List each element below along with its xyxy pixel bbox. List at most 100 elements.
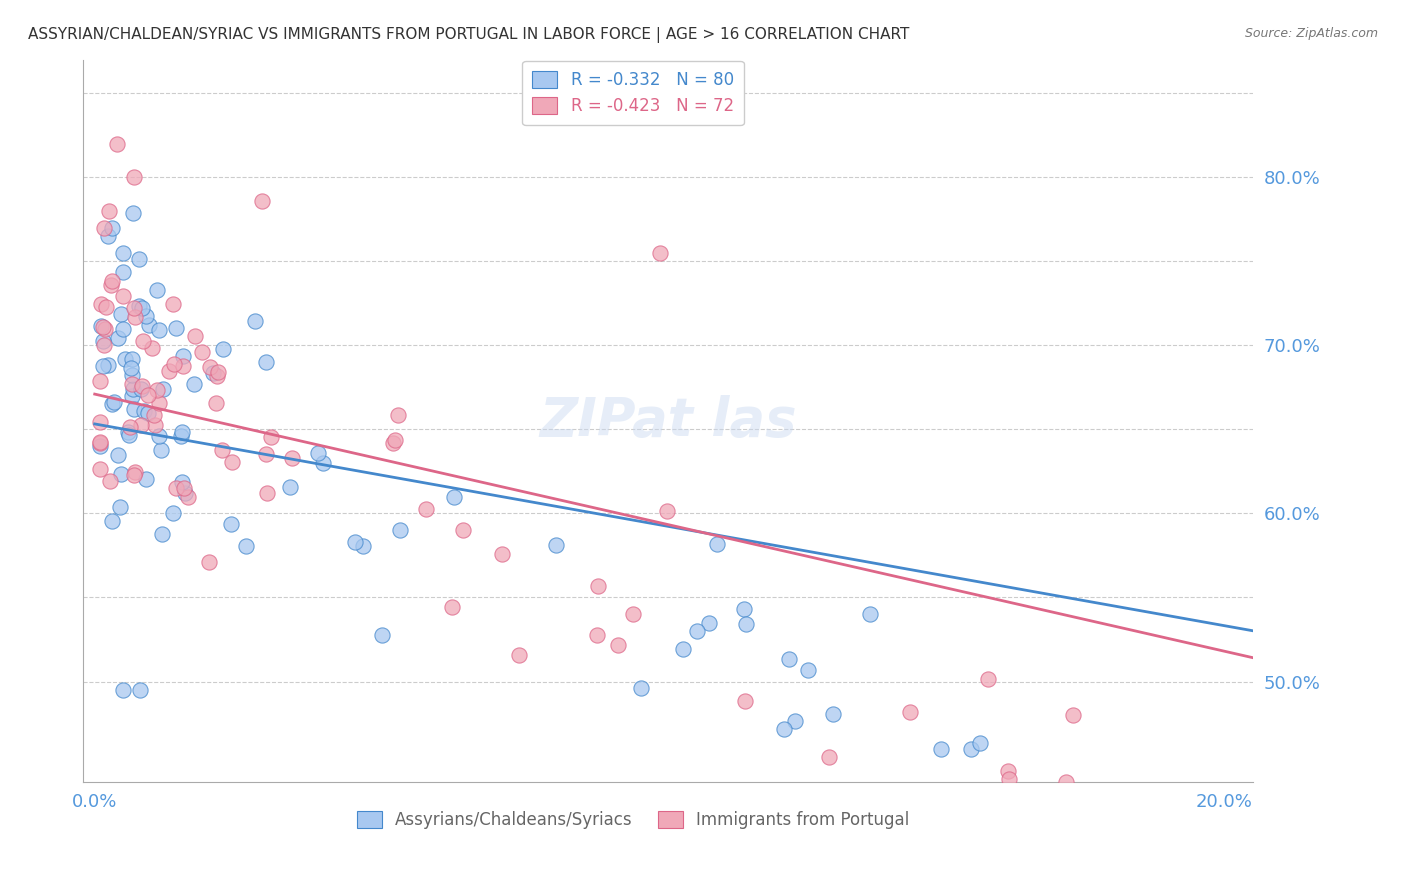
Point xyxy=(162,507,184,521)
Point xyxy=(312,456,335,470)
Point xyxy=(998,772,1021,786)
Point xyxy=(307,446,329,460)
Point xyxy=(135,472,157,486)
Point xyxy=(648,246,671,260)
Point xyxy=(343,535,366,549)
Point xyxy=(89,439,111,453)
Point xyxy=(254,355,277,369)
Point xyxy=(122,467,145,482)
Point xyxy=(101,397,124,411)
Point xyxy=(173,481,195,495)
Point xyxy=(89,462,111,476)
Point xyxy=(212,342,235,356)
Point xyxy=(184,329,207,343)
Point xyxy=(128,299,150,313)
Point xyxy=(100,278,122,293)
Point xyxy=(191,344,214,359)
Point xyxy=(157,364,180,378)
Point xyxy=(387,408,409,422)
Point xyxy=(150,442,173,457)
Point xyxy=(898,705,921,719)
Point xyxy=(110,467,132,481)
Point xyxy=(105,136,128,151)
Point xyxy=(108,500,131,514)
Point xyxy=(91,334,114,348)
Point xyxy=(415,502,437,516)
Point xyxy=(969,736,991,750)
Point xyxy=(278,480,301,494)
Point xyxy=(818,750,841,764)
Point xyxy=(131,379,153,393)
Point xyxy=(132,334,155,348)
Point xyxy=(136,405,159,419)
Point xyxy=(606,638,628,652)
Point xyxy=(441,600,464,615)
Point xyxy=(281,450,304,465)
Point xyxy=(121,351,143,366)
Point xyxy=(655,504,678,518)
Point xyxy=(100,274,122,288)
Text: ZIPat las: ZIPat las xyxy=(540,395,797,447)
Point xyxy=(146,284,169,298)
Point xyxy=(170,429,193,443)
Point xyxy=(451,523,474,537)
Point xyxy=(170,425,193,439)
Point xyxy=(97,229,120,244)
Point xyxy=(491,547,513,561)
Point xyxy=(138,318,160,332)
Text: Source: ZipAtlas.com: Source: ZipAtlas.com xyxy=(1244,27,1378,40)
Point xyxy=(172,359,194,374)
Point xyxy=(959,741,981,756)
Point xyxy=(630,681,652,696)
Point xyxy=(112,264,135,278)
Point xyxy=(152,382,174,396)
Point xyxy=(929,741,952,756)
Point xyxy=(117,425,139,439)
Point xyxy=(124,465,146,479)
Legend: Assyrians/Chaldeans/Syriacs, Immigrants from Portugal: Assyrians/Chaldeans/Syriacs, Immigrants … xyxy=(350,804,915,836)
Point xyxy=(98,204,121,219)
Point xyxy=(202,366,225,380)
Point xyxy=(91,320,114,334)
Point xyxy=(143,417,166,432)
Point xyxy=(352,540,374,554)
Point xyxy=(138,388,160,402)
Point xyxy=(260,430,283,444)
Point xyxy=(135,309,157,323)
Point xyxy=(124,310,146,324)
Point xyxy=(148,429,170,443)
Point xyxy=(211,443,233,458)
Point xyxy=(172,349,194,363)
Point xyxy=(176,490,198,504)
Point xyxy=(128,682,150,697)
Point xyxy=(101,514,124,528)
Point xyxy=(382,435,405,450)
Point xyxy=(1054,775,1077,789)
Point xyxy=(111,682,134,697)
Point xyxy=(129,382,152,396)
Point xyxy=(546,538,568,552)
Point xyxy=(797,663,820,677)
Point xyxy=(107,448,129,462)
Point xyxy=(207,368,229,383)
Point xyxy=(94,322,117,336)
Point xyxy=(388,524,411,538)
Point xyxy=(120,361,142,376)
Point xyxy=(128,252,150,266)
Point xyxy=(163,357,186,371)
Point xyxy=(122,382,145,396)
Point xyxy=(859,607,882,622)
Point xyxy=(672,642,695,657)
Point xyxy=(148,396,170,410)
Point xyxy=(508,648,530,662)
Point xyxy=(124,301,146,315)
Point xyxy=(778,652,800,666)
Point xyxy=(162,297,184,311)
Point xyxy=(118,420,141,434)
Point xyxy=(733,602,755,616)
Point xyxy=(384,433,406,447)
Point xyxy=(90,318,112,333)
Point xyxy=(89,434,111,449)
Point xyxy=(114,351,136,366)
Point xyxy=(89,415,111,429)
